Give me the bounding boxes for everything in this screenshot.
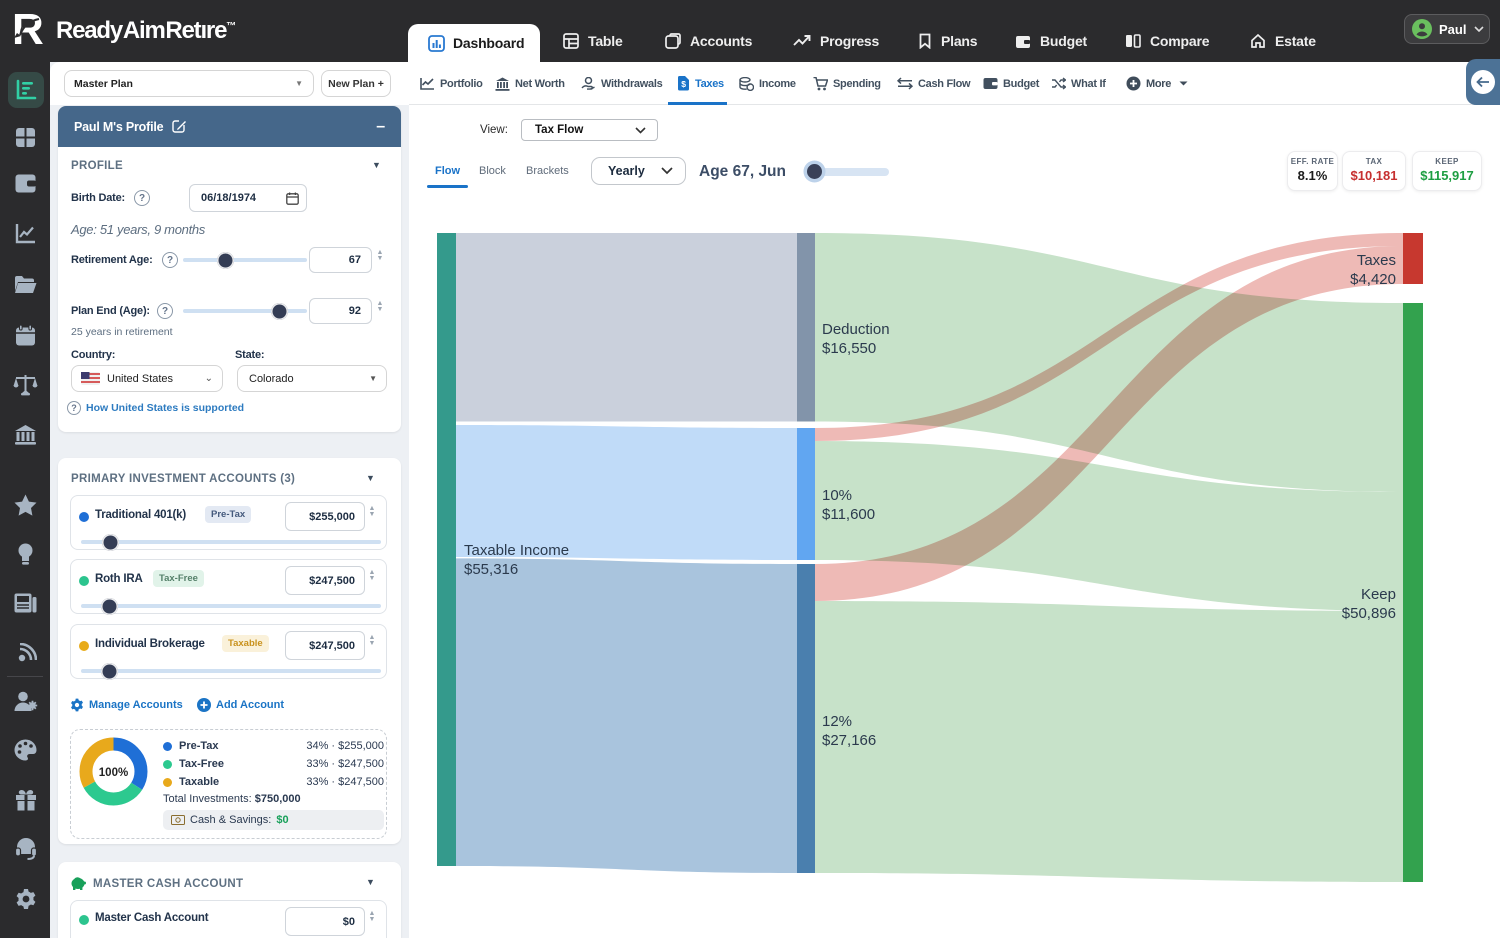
svg-text:100%: 100% — [99, 767, 128, 779]
svg-text:$: $ — [681, 79, 686, 89]
